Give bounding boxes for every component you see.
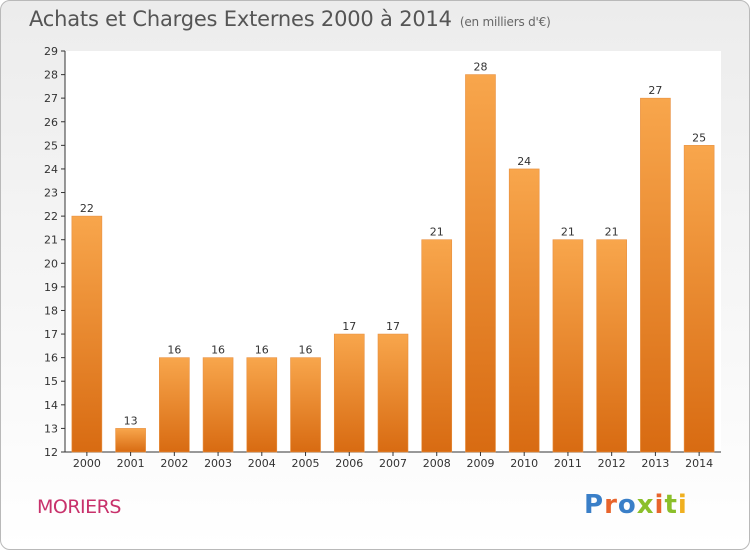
- bar: [290, 357, 321, 453]
- x-tick-label: 2014: [685, 457, 713, 470]
- bar: [640, 97, 671, 453]
- y-tick-label: 16: [44, 352, 58, 365]
- bar-value-label: 13: [124, 414, 138, 427]
- y-tick-label: 19: [44, 281, 58, 294]
- x-tick-label: 2006: [335, 457, 363, 470]
- x-tick-label: 2002: [160, 457, 188, 470]
- logo-letter: i: [677, 490, 688, 520]
- y-tick-label: 29: [44, 45, 58, 58]
- y-tick-label: 26: [44, 116, 58, 129]
- bar: [115, 428, 146, 453]
- bar: [202, 357, 234, 453]
- logo-letter: P: [584, 490, 605, 520]
- y-tick-label: 17: [44, 328, 58, 341]
- y-tick-label: 14: [44, 399, 58, 412]
- x-tick-label: 2013: [641, 457, 669, 470]
- bar-value-label: 16: [299, 344, 313, 357]
- bar-value-label: 16: [211, 344, 225, 357]
- bar: [159, 357, 190, 453]
- bar-value-label: 24: [517, 155, 531, 168]
- bar: [377, 333, 409, 453]
- x-tick-label: 2008: [423, 457, 451, 470]
- chart-title: Achats et Charges Externes 2000 à 2014 (e…: [29, 7, 551, 31]
- logo-letter: r: [604, 490, 618, 520]
- x-tick-label: 2007: [379, 457, 407, 470]
- x-tick-label: 2005: [292, 457, 320, 470]
- x-tick-label: 2000: [73, 457, 101, 470]
- logo-letter: x: [636, 490, 655, 520]
- logo-letter: t: [664, 490, 678, 520]
- y-tick-label: 18: [44, 304, 58, 317]
- y-tick-label: 22: [44, 210, 58, 223]
- proxiti-logo: Proxiti: [584, 490, 688, 520]
- bar-value-label: 17: [386, 320, 400, 333]
- x-tick-label: 2012: [598, 457, 626, 470]
- bar: [333, 333, 365, 453]
- town-name: MORIERS: [37, 496, 121, 518]
- chart-subtitle: (en milliers d'€): [459, 15, 551, 29]
- y-tick-label: 28: [44, 69, 58, 82]
- y-tick-label: 23: [44, 187, 58, 200]
- bar: [552, 239, 584, 453]
- y-tick-label: 12: [44, 446, 58, 459]
- bar: [508, 168, 540, 453]
- bar-value-label: 16: [167, 344, 181, 357]
- chart-title-text: Achats et Charges Externes 2000 à 2014: [29, 7, 452, 31]
- bar: [683, 145, 715, 453]
- bar-value-label: 16: [255, 344, 269, 357]
- bar-value-label: 28: [473, 61, 487, 74]
- x-tick-label: 2009: [466, 457, 494, 470]
- bar-value-label: 21: [430, 226, 444, 239]
- bar: [465, 74, 496, 453]
- x-tick-label: 2011: [554, 457, 582, 470]
- logo-letter: i: [654, 490, 665, 520]
- bar-value-label: 17: [342, 320, 356, 333]
- logo-letter: o: [617, 490, 637, 520]
- bar: [71, 215, 103, 453]
- x-tick-label: 2004: [248, 457, 276, 470]
- bar: [421, 239, 453, 453]
- bar-value-label: 21: [561, 226, 575, 239]
- bar-value-label: 22: [80, 202, 94, 215]
- bar: [596, 239, 627, 453]
- bar-value-label: 21: [605, 226, 619, 239]
- y-tick-label: 20: [44, 257, 58, 270]
- x-tick-label: 2003: [204, 457, 232, 470]
- y-tick-label: 13: [44, 422, 58, 435]
- bar: [246, 357, 278, 453]
- bar-value-label: 25: [692, 131, 706, 144]
- y-tick-label: 15: [44, 375, 58, 388]
- x-tick-label: 2010: [510, 457, 538, 470]
- y-tick-label: 25: [44, 139, 58, 152]
- x-tick-label: 2001: [117, 457, 145, 470]
- y-tick-label: 21: [44, 234, 58, 247]
- y-tick-label: 27: [44, 92, 58, 105]
- bar-value-label: 27: [648, 84, 662, 97]
- y-tick-label: 24: [44, 163, 58, 176]
